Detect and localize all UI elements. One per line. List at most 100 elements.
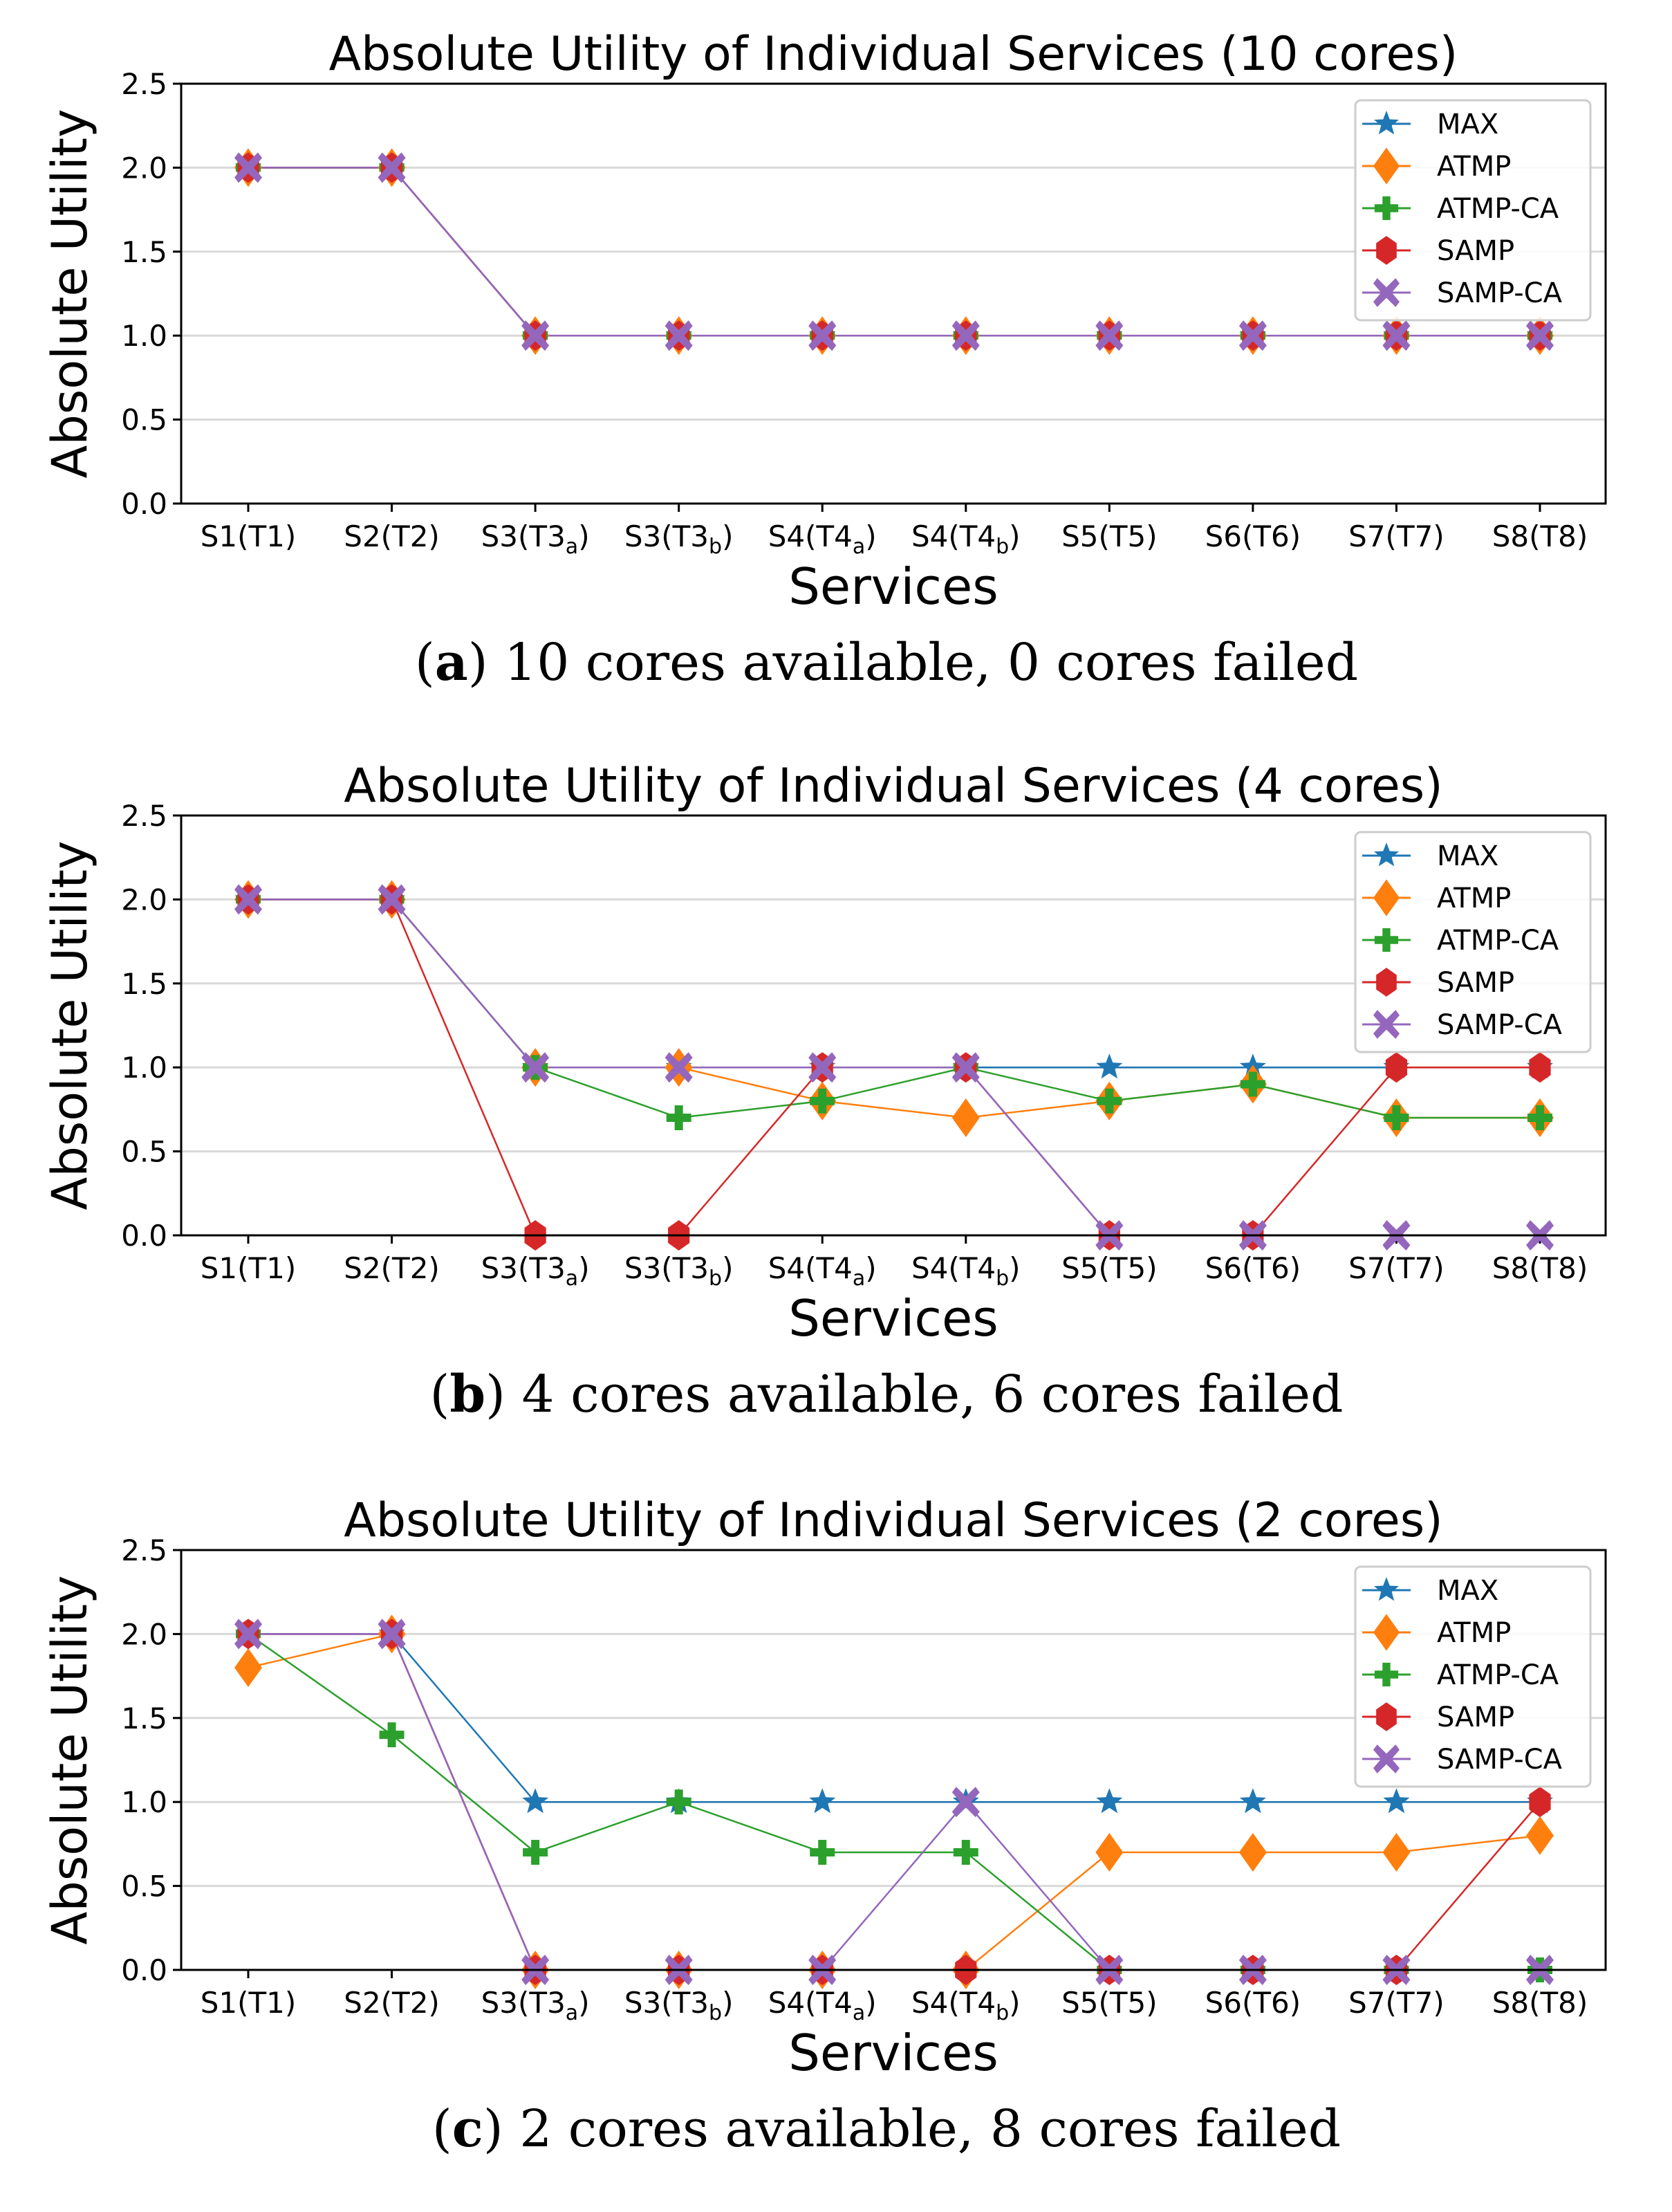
series-line-samp-ca [248,167,1540,337]
chart-c: Absolute Utility of Individual Services … [41,1493,1607,2159]
subfigure-caption: (b) 4 cores available, 6 cores failed [430,1365,1344,1424]
x-tick-label-main: S4(T4 [768,1251,853,1285]
hexagon-shape [1529,1787,1551,1818]
plus-shape [666,1789,691,1815]
hexagon-shape [1529,1052,1551,1083]
y-tick-label: 2.0 [121,1617,167,1651]
chart-a: Absolute Utility of Individual Services … [41,27,1607,692]
x-tick-label: S5(T5) [1061,1251,1158,1285]
x-tick-label-main: S6(T6) [1205,1251,1301,1285]
legend-star-icon [1373,111,1400,135]
x-tick-label: S3(T3a) [481,519,590,559]
plus-shape [1374,196,1399,221]
y-tick-label: 0.5 [121,1870,167,1904]
plus-shape [523,1840,548,1865]
x-tick-label-main: S3(T3 [624,519,709,553]
x-shape [378,1619,406,1650]
diamond-shape [1382,1833,1411,1872]
plot-frame [180,1549,1607,1971]
legend-label: MAX [1437,1575,1498,1607]
data-point-atmp-ca [666,1105,691,1131]
data-point-max [1383,1788,1410,1814]
caption-label: b [449,1365,485,1424]
x-tick-label-main: S8(T8) [1492,1251,1588,1285]
data-point-samp-ca [521,1052,550,1083]
star-shape [1373,111,1400,135]
x-shape [234,152,262,183]
hexagon-shape [1385,1052,1408,1083]
x-tick-label: S4(T4b) [911,1986,1021,2025]
data-point-atmp [234,1648,262,1687]
x-tick-label-main: S2(T2) [344,519,440,553]
data-point-atmp-ca [810,1840,835,1865]
data-point-atmp [1526,1816,1554,1855]
legend-label: ATMP-CA [1437,1659,1559,1691]
x-tick-label: S3(T3a) [481,1986,590,2025]
x-tick-label-main: S6(T6) [1205,1986,1301,2020]
data-point-samp-ca [234,884,262,915]
data-point-samp-ca [1238,320,1267,351]
x-tick-label: S8(T8) [1492,1251,1588,1285]
x-axis-label: Services [788,1289,998,1347]
diamond-shape [951,1098,980,1138]
series-points-samp-ca [234,152,1554,351]
x-tick-label-main: S2(T2) [344,1986,440,2020]
y-tick-label: 1.5 [121,1702,167,1735]
y-tick-label: 1.0 [121,319,167,353]
x-tick-label: S7(T7) [1348,1986,1445,2020]
x-tick-label-close: ) [1009,1986,1020,2020]
x-tick-label-main: S7(T7) [1348,1986,1445,2020]
x-shape [1373,1010,1400,1039]
x-tick-label-subscript: b [996,1266,1009,1291]
legend: MAX ATMP ATMP-CA SAMP SAMP-CA [1354,99,1592,322]
legend-x-icon [1373,1744,1400,1773]
data-point-samp-ca [665,320,693,351]
caption-open: ( [432,2099,452,2159]
legend-diamond-icon [1373,147,1400,185]
legend-plus-icon [1374,1662,1399,1687]
x-shape [1238,320,1267,351]
x-shape [234,1619,262,1650]
legend-label: MAX [1437,840,1498,872]
data-point-samp-ca [1382,320,1411,351]
y-axis-label: Absolute Utility [41,1575,98,1944]
x-tick-label: S4(T4a) [768,519,877,559]
x-tick-label-subscript: b [709,2001,722,2025]
x-shape [521,320,550,351]
x-tick-label-main: S2(T2) [344,1251,440,1285]
plot-frame [180,814,1607,1237]
diamond-shape [234,1648,262,1687]
data-point-samp-ca [234,1619,262,1650]
diamond-shape [1238,1833,1267,1872]
x-tick-label: S7(T7) [1348,519,1445,553]
data-point-max [1096,1788,1123,1814]
x-tick-label-close: ) [722,1251,733,1285]
x-tick-label-main: S3(T3 [481,519,566,553]
y-tick-label: 2.5 [121,1533,167,1567]
x-tick-label-close: ) [722,519,733,553]
plus-shape [1240,1071,1265,1097]
x-shape [665,1052,693,1083]
data-point-atmp [1238,1833,1267,1872]
x-axis-label: Services [788,2024,998,2082]
legend-label: SAMP [1437,1702,1514,1733]
x-tick-label-main: S5(T5) [1061,519,1158,553]
data-point-max [1239,1788,1266,1814]
x-tick-label: S6(T6) [1205,1986,1301,2020]
plot-frame [180,82,1607,505]
legend-label: SAMP-CA [1437,277,1563,309]
x-tick-label-main: S7(T7) [1348,519,1445,553]
plus-shape [666,1105,691,1131]
legend-label: SAMP [1437,967,1514,999]
legend-diamond-icon [1373,1614,1400,1651]
data-point-samp [1529,1787,1551,1818]
x-shape [521,1052,550,1083]
x-tick-label-close: ) [1009,1251,1020,1285]
y-axis-label: Absolute Utility [41,840,98,1210]
diamond-shape [1373,1614,1400,1651]
data-point-atmp-ca [1527,1105,1552,1131]
x-tick-label: S4(T4a) [768,1251,877,1291]
plus-shape [810,1840,835,1865]
y-tick-label: 1.0 [121,1051,167,1085]
